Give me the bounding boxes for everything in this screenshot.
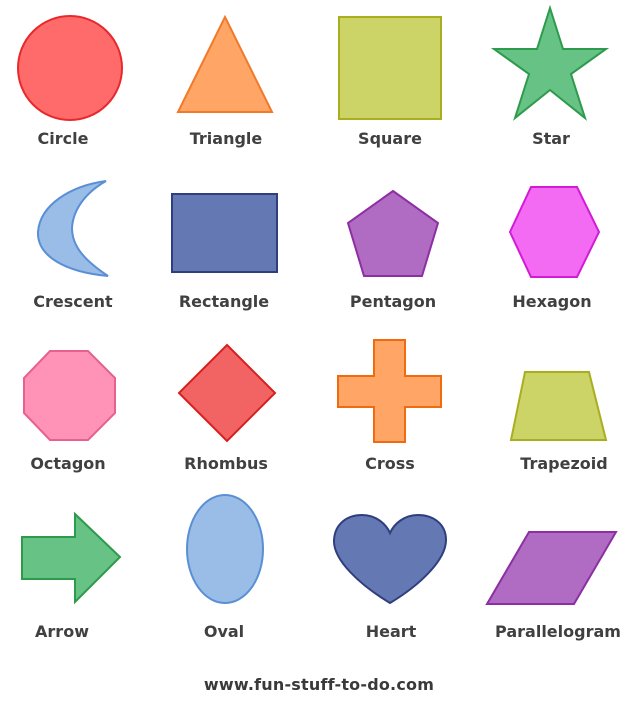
- star-shape: [490, 4, 610, 121]
- star-label: Star: [532, 129, 570, 148]
- trapezoid-label: Trapezoid: [520, 454, 608, 473]
- heart-label: Heart: [365, 622, 417, 641]
- rectangle-shape: [171, 193, 278, 273]
- crescent-label: Crescent: [33, 292, 113, 311]
- rectangle-label: Rectangle: [178, 292, 270, 311]
- hexagon-shape: [508, 186, 601, 278]
- cross-shape: [337, 339, 442, 443]
- hexagon-label: Hexagon: [512, 292, 592, 311]
- website-footer: www.fun-stuff-to-do.com: [203, 675, 435, 694]
- square-label: Square: [358, 129, 422, 148]
- circle-label: Circle: [37, 129, 89, 148]
- oval-label: Oval: [203, 622, 245, 641]
- pentagon-label: Pentagon: [349, 292, 437, 311]
- octagon-shape: [23, 350, 116, 441]
- arrow-label: Arrow: [35, 622, 89, 641]
- square-shape: [338, 16, 442, 120]
- circle-shape: [17, 15, 123, 121]
- rhombus-label: Rhombus: [184, 454, 268, 473]
- parallelogram-shape: [485, 531, 618, 605]
- parallelogram-label: Parallelogram: [495, 622, 621, 641]
- triangle-shape: [176, 14, 274, 113]
- triangle-label: Triangle: [189, 129, 263, 148]
- rhombus-shape: [177, 343, 277, 443]
- heart-shape: [332, 513, 448, 605]
- crescent-shape: [36, 180, 109, 277]
- arrow-shape: [21, 511, 122, 605]
- cross-label: Cross: [365, 454, 415, 473]
- pentagon-shape: [346, 189, 440, 277]
- trapezoid-shape: [509, 371, 608, 441]
- oval-shape: [186, 494, 264, 604]
- octagon-label: Octagon: [30, 454, 106, 473]
